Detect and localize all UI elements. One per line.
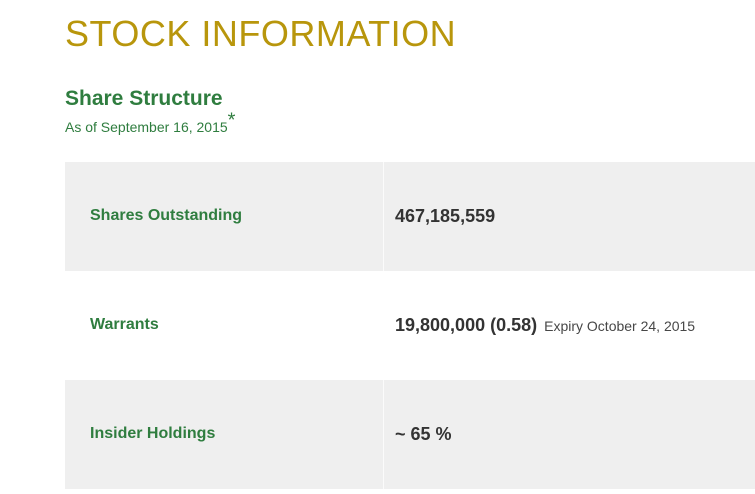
row-value-cell: 19,800,000 (0.58) Expiry October 24, 201… — [383, 270, 755, 380]
row-value: ~ 65 % — [395, 423, 452, 444]
row-label: Shares Outstanding — [90, 207, 243, 225]
as-of-line: As of September 16, 2015* — [65, 110, 755, 136]
row-value-cell: 467,185,559 — [383, 161, 755, 271]
row-value: 467,185,559 — [395, 205, 496, 226]
footnote-asterisk: * — [227, 109, 236, 132]
row-note: Expiry October 24, 2015 — [544, 318, 696, 335]
row-label: Warrants — [90, 316, 159, 334]
table-row: Shares Outstanding 467,185,559 — [65, 161, 755, 271]
row-value-cell: ~ 65 % — [383, 379, 755, 489]
table-row: Insider Holdings ~ 65 % — [65, 379, 755, 489]
row-label: Insider Holdings — [90, 425, 216, 443]
share-structure-table: Shares Outstanding 467,185,559 Warrants … — [65, 161, 755, 489]
table-row: Warrants 19,800,000 (0.58) Expiry Octobe… — [65, 270, 755, 380]
page-title: STOCK INFORMATION — [65, 13, 457, 54]
section-heading: Share Structure — [65, 86, 223, 110]
row-value: 19,800,000 (0.58) — [395, 314, 538, 335]
as-of-date: As of September 16, 2015 — [65, 118, 228, 135]
